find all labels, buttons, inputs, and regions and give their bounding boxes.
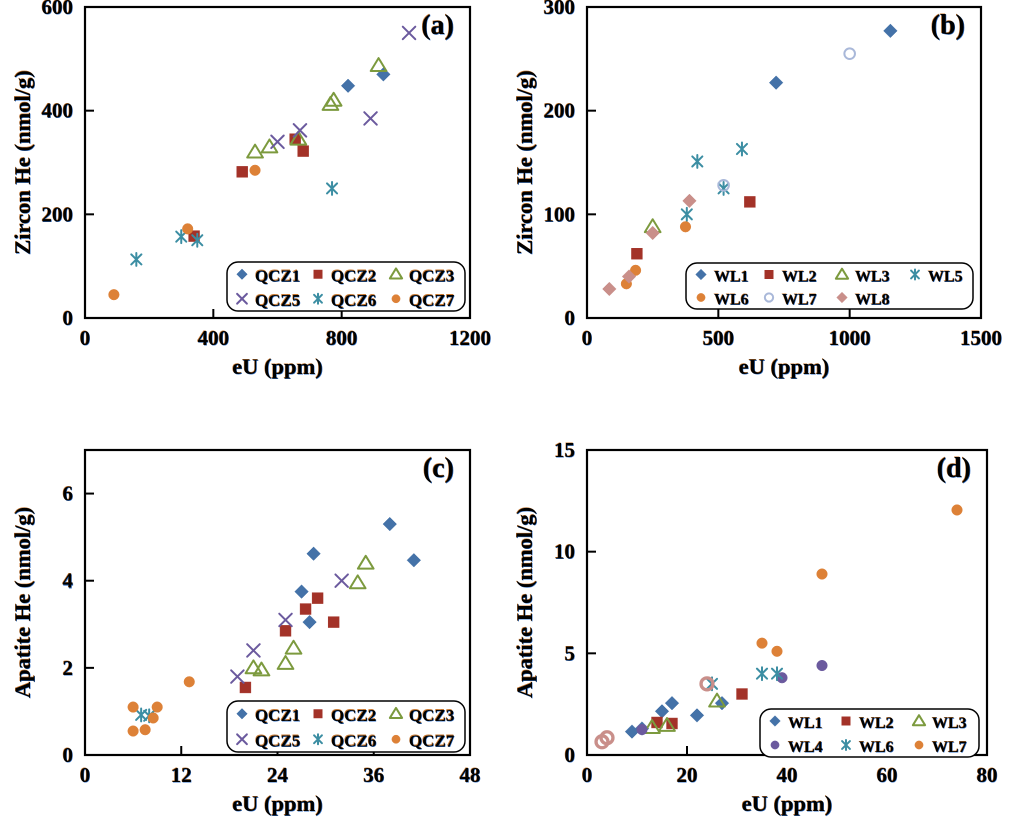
svg-text:200: 200 (42, 202, 74, 226)
svg-text:1200: 1200 (449, 326, 491, 350)
svg-text:4: 4 (63, 569, 74, 593)
svg-text:0: 0 (80, 326, 91, 350)
svg-text:(b): (b) (931, 10, 965, 41)
svg-text:1500: 1500 (960, 326, 1002, 350)
svg-text:400: 400 (198, 326, 230, 350)
svg-text:WL3: WL3 (932, 715, 967, 732)
svg-text:12: 12 (171, 763, 192, 787)
svg-text:(a): (a) (421, 10, 454, 41)
svg-text:100: 100 (544, 202, 576, 226)
svg-text:0: 0 (80, 763, 91, 787)
svg-text:QCZ2: QCZ2 (331, 266, 376, 285)
svg-text:QCZ5: QCZ5 (255, 731, 300, 750)
svg-text:WL4: WL4 (788, 739, 823, 756)
svg-text:Apatite He (nmol/g): Apatite He (nmol/g) (512, 507, 537, 698)
svg-text:Zircon He (nmol/g): Zircon He (nmol/g) (512, 70, 537, 255)
svg-text:10: 10 (554, 540, 575, 564)
svg-text:0: 0 (582, 326, 593, 350)
svg-text:200: 200 (544, 99, 576, 123)
svg-text:20: 20 (677, 763, 698, 787)
svg-text:QCZ5: QCZ5 (255, 291, 300, 310)
svg-text:40: 40 (777, 763, 798, 787)
svg-text:60: 60 (877, 763, 898, 787)
svg-text:eU (ppm): eU (ppm) (742, 791, 833, 816)
svg-text:eU (ppm): eU (ppm) (232, 354, 323, 379)
svg-text:800: 800 (326, 326, 358, 350)
svg-text:eU (ppm): eU (ppm) (739, 354, 830, 379)
svg-text:WL1: WL1 (714, 269, 749, 286)
svg-text:WL2: WL2 (782, 269, 817, 286)
svg-text:0: 0 (63, 743, 74, 767)
svg-text:1000: 1000 (829, 326, 871, 350)
svg-text:WL6: WL6 (714, 292, 749, 309)
svg-text:15: 15 (554, 438, 575, 462)
svg-text:WL1: WL1 (788, 715, 823, 732)
svg-text:WL7: WL7 (932, 739, 967, 756)
svg-text:400: 400 (42, 99, 74, 123)
svg-text:(c): (c) (423, 453, 454, 484)
svg-text:WL3: WL3 (855, 269, 890, 286)
svg-text:300: 300 (544, 0, 576, 19)
svg-text:WL6: WL6 (859, 739, 894, 756)
svg-text:QCZ7: QCZ7 (409, 291, 455, 310)
svg-text:(d): (d) (937, 453, 971, 484)
svg-text:WL5: WL5 (928, 269, 963, 286)
svg-text:eU (ppm): eU (ppm) (232, 791, 323, 816)
svg-text:QCZ6: QCZ6 (331, 291, 376, 310)
svg-text:QCZ2: QCZ2 (331, 706, 376, 725)
svg-text:WL7: WL7 (782, 292, 817, 309)
svg-text:6: 6 (63, 482, 74, 506)
svg-text:2: 2 (63, 656, 74, 680)
svg-text:QCZ6: QCZ6 (331, 731, 376, 750)
svg-text:0: 0 (565, 743, 576, 767)
svg-text:QCZ1: QCZ1 (255, 706, 300, 725)
svg-text:48: 48 (460, 763, 481, 787)
svg-text:Zircon He (nmol/g): Zircon He (nmol/g) (10, 70, 35, 255)
svg-text:Apatite He (nmol/g): Apatite He (nmol/g) (10, 507, 35, 698)
svg-text:QCZ1: QCZ1 (255, 266, 300, 285)
svg-text:QCZ3: QCZ3 (409, 266, 454, 285)
svg-text:0: 0 (63, 306, 74, 330)
svg-text:WL8: WL8 (855, 292, 890, 309)
svg-text:0: 0 (582, 763, 593, 787)
svg-text:36: 36 (363, 763, 384, 787)
svg-text:500: 500 (703, 326, 735, 350)
svg-text:QCZ7: QCZ7 (409, 731, 455, 750)
svg-text:80: 80 (977, 763, 998, 787)
svg-text:5: 5 (565, 641, 576, 665)
svg-text:0: 0 (565, 306, 576, 330)
svg-text:QCZ3: QCZ3 (409, 706, 454, 725)
svg-text:24: 24 (267, 763, 289, 787)
svg-text:WL2: WL2 (859, 715, 894, 732)
svg-text:600: 600 (42, 0, 74, 19)
